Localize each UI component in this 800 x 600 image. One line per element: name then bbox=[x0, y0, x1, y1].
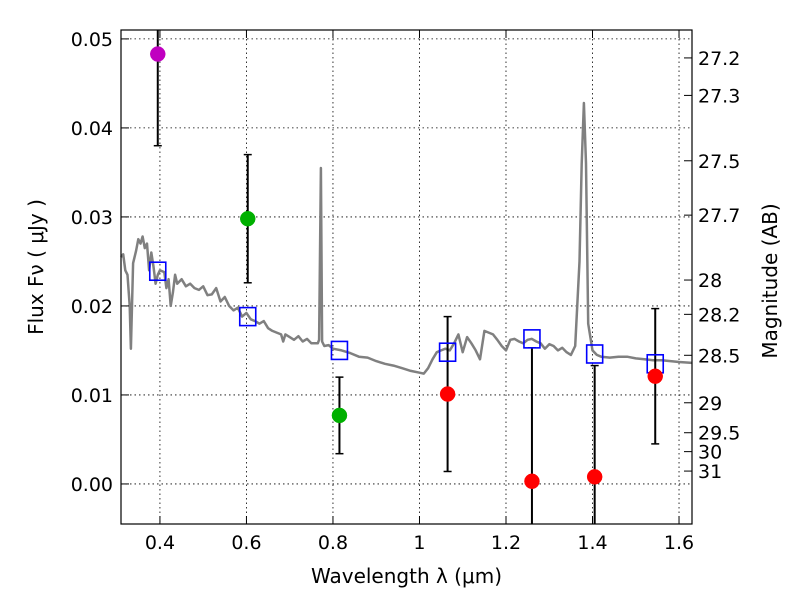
right-tick-label: 29 bbox=[698, 393, 722, 415]
right-axis-label: Magnitude (AB) bbox=[758, 203, 782, 358]
observed-point bbox=[150, 46, 166, 62]
y-tick-label: 0.01 bbox=[71, 385, 113, 407]
right-tick-label: 28.2 bbox=[698, 304, 740, 326]
y-tick-label: 0.05 bbox=[71, 29, 113, 51]
model-photometry-square bbox=[438, 342, 457, 363]
model-photometry-square bbox=[238, 306, 257, 327]
model-spectrum-layer bbox=[120, 101, 693, 375]
observed-point bbox=[439, 386, 456, 402]
x-tick-label: 0.6 bbox=[231, 532, 261, 554]
observed-point bbox=[524, 473, 540, 490]
observed-point bbox=[647, 368, 663, 384]
x-tick-label: 1.2 bbox=[491, 532, 521, 554]
observed-point bbox=[331, 407, 348, 424]
model-photometry-square bbox=[523, 329, 541, 349]
model-photometry-square bbox=[148, 261, 167, 282]
x-tick-label: 1 bbox=[413, 532, 425, 554]
ticks-layer: 0.4 0.6 0.8 1 1.2 1.4 1.6 0.00 0.01 0.02 0.03 0.04 0… bbox=[71, 29, 741, 554]
right-tick-label: 29.5 bbox=[698, 423, 740, 445]
x-tick-label: 1.6 bbox=[664, 532, 694, 554]
y-tick-label: 0.03 bbox=[71, 207, 113, 229]
y-tick-label: 0.04 bbox=[71, 118, 113, 140]
y-tick-label: 0.02 bbox=[71, 296, 113, 318]
x-tick-label: 0.8 bbox=[318, 532, 348, 554]
plot-frame bbox=[120, 29, 693, 525]
right-tick-label: 27.3 bbox=[698, 85, 740, 107]
model-spectrum-line bbox=[120, 101, 693, 375]
right-tick-label: 28.5 bbox=[698, 345, 740, 367]
right-tick-label: 27.2 bbox=[698, 48, 740, 70]
model-photometry-layer bbox=[148, 261, 665, 374]
observed-points-layer bbox=[150, 46, 663, 490]
y-tick-label: 0.00 bbox=[71, 474, 113, 496]
right-tick-label: 28 bbox=[698, 270, 722, 292]
right-tick-label: 31 bbox=[698, 461, 722, 483]
x-tick-label: 0.4 bbox=[145, 532, 175, 554]
x-axis-label: Wavelength λ (μm) bbox=[311, 564, 502, 588]
x-tick-label: 1.4 bbox=[577, 532, 607, 554]
model-photometry-square bbox=[585, 344, 604, 364]
model-photometry-square bbox=[330, 340, 349, 361]
grid-lines bbox=[121, 30, 692, 524]
observed-point bbox=[239, 210, 256, 227]
right-tick-label: 27.7 bbox=[698, 205, 740, 227]
observed-point bbox=[586, 469, 603, 485]
right-tick-label: 27.5 bbox=[698, 151, 740, 173]
right-tick-label: 30 bbox=[698, 442, 722, 464]
y-axis-label: Flux Fν ( μJy ) bbox=[24, 199, 48, 335]
